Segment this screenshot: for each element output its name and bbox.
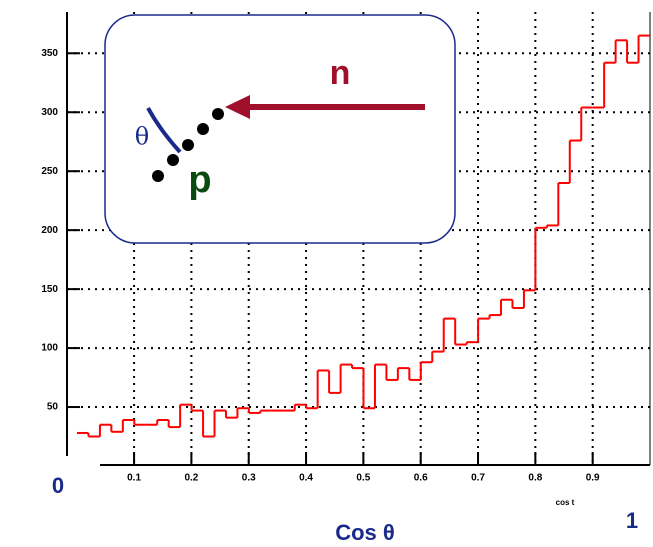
y-tick-label: 50 [47, 402, 59, 413]
neutron-label: n [330, 54, 351, 92]
inset: n p θ [104, 14, 456, 244]
y-tick-label: 250 [41, 166, 58, 177]
x-tick-label: 0.4 [299, 473, 313, 484]
x-tick-label: 0.7 [471, 473, 485, 484]
x-tick-label: 0.6 [414, 473, 428, 484]
histogram [77, 34, 650, 438]
y-tick-label: 300 [41, 107, 58, 118]
inset-box [104, 14, 456, 244]
angle-arc [146, 107, 182, 154]
x-axis-label: cos t [556, 498, 575, 507]
angle-label: θ [135, 123, 149, 151]
y-tick-label: 350 [41, 48, 58, 59]
dot [212, 108, 224, 120]
x-start-label: 0 [52, 473, 64, 498]
dot [152, 170, 164, 182]
x-tick-label: 0.3 [242, 473, 256, 484]
x-title: Cos θ [335, 520, 395, 545]
dot [167, 154, 179, 166]
x-tick-label: 0.5 [356, 473, 370, 484]
proton-label: p [188, 159, 211, 201]
x-tick-label: 0.9 [586, 473, 600, 484]
y-tick-label: 150 [41, 284, 58, 295]
x-tick-label: 0.2 [184, 473, 198, 484]
arrow-head [225, 95, 250, 119]
y-tick-label: 100 [41, 343, 58, 354]
x-end-label: 1 [626, 508, 638, 533]
y-tick-label: 200 [41, 225, 58, 236]
dot [182, 139, 194, 151]
dot [197, 123, 209, 135]
x-tick-label: 0.8 [528, 473, 542, 484]
x-tick-label: 0.1 [127, 473, 141, 484]
